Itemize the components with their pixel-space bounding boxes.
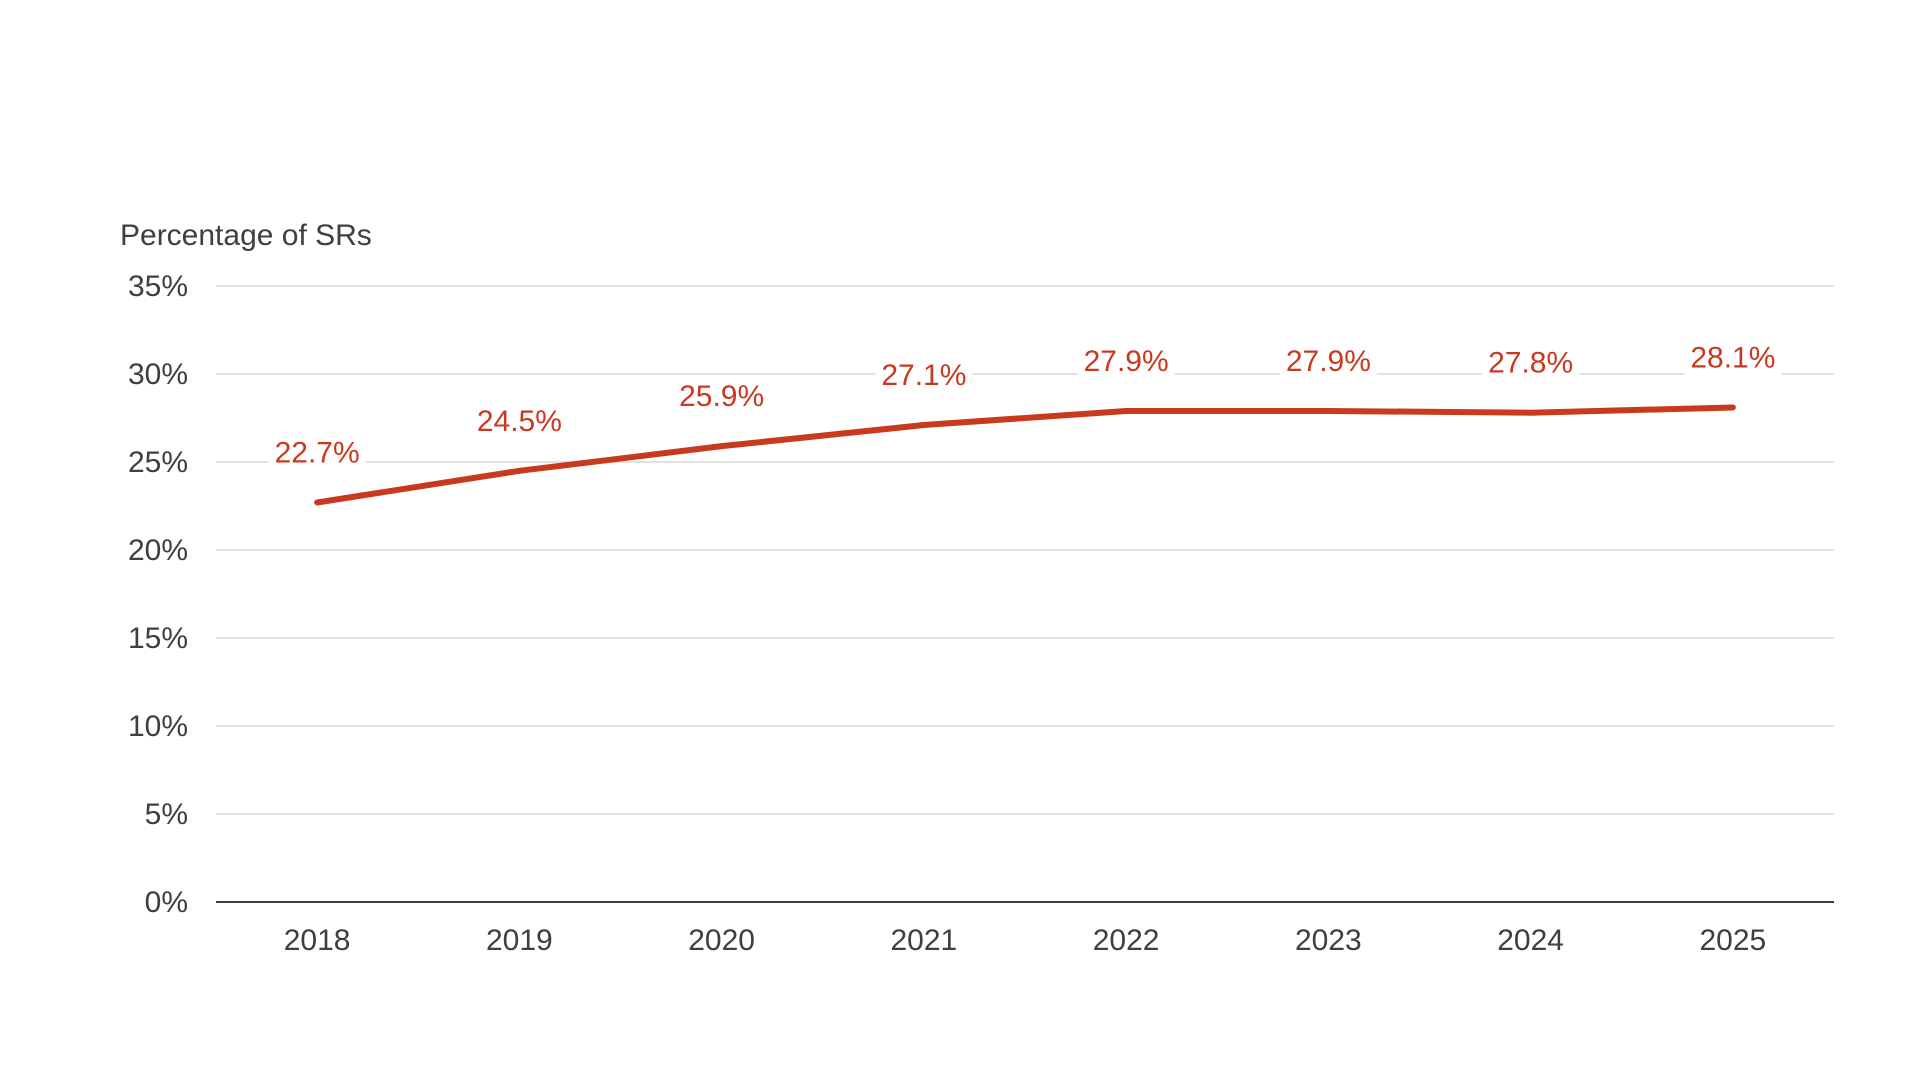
y-tick-label: 20% (128, 534, 188, 567)
y-tick-label: 30% (128, 358, 188, 391)
gridlines (216, 286, 1834, 814)
data-label: 28.1% (1690, 341, 1775, 374)
x-tick-label: 2025 (1700, 924, 1767, 957)
y-tick-label: 25% (128, 446, 188, 479)
x-tick-label: 2021 (891, 924, 958, 957)
x-tick-label: 2023 (1295, 924, 1362, 957)
data-label: 27.1% (881, 359, 966, 392)
y-tick-label: 5% (145, 798, 188, 831)
y-tick-label: 35% (128, 270, 188, 303)
y-axis-label: Percentage of SRs (120, 219, 372, 252)
x-tick-label: 2020 (688, 924, 755, 957)
data-label: 27.8% (1488, 347, 1573, 380)
y-axis-ticks: 0% 5% 10% 15% 20% 25% 30% 35% (128, 270, 188, 919)
data-label: 27.9% (1286, 345, 1371, 378)
x-axis-ticks: 2018 2019 2020 2021 2022 2023 2024 2025 (284, 924, 1767, 957)
y-tick-label: 0% (145, 886, 188, 919)
x-tick-label: 2024 (1497, 924, 1564, 957)
data-label: 27.9% (1084, 345, 1169, 378)
data-label: 24.5% (477, 405, 562, 438)
x-tick-label: 2022 (1093, 924, 1160, 957)
x-tick-label: 2019 (486, 924, 553, 957)
data-labels: 22.7% 24.5% 25.9% 27.1% 27.9% 27.9% 27.8% 28.1% (269, 337, 1782, 470)
y-tick-label: 15% (128, 622, 188, 655)
x-tick-label: 2018 (284, 924, 351, 957)
data-label: 25.9% (679, 380, 764, 413)
data-label: 22.7% (275, 436, 360, 469)
y-tick-label: 10% (128, 710, 188, 743)
